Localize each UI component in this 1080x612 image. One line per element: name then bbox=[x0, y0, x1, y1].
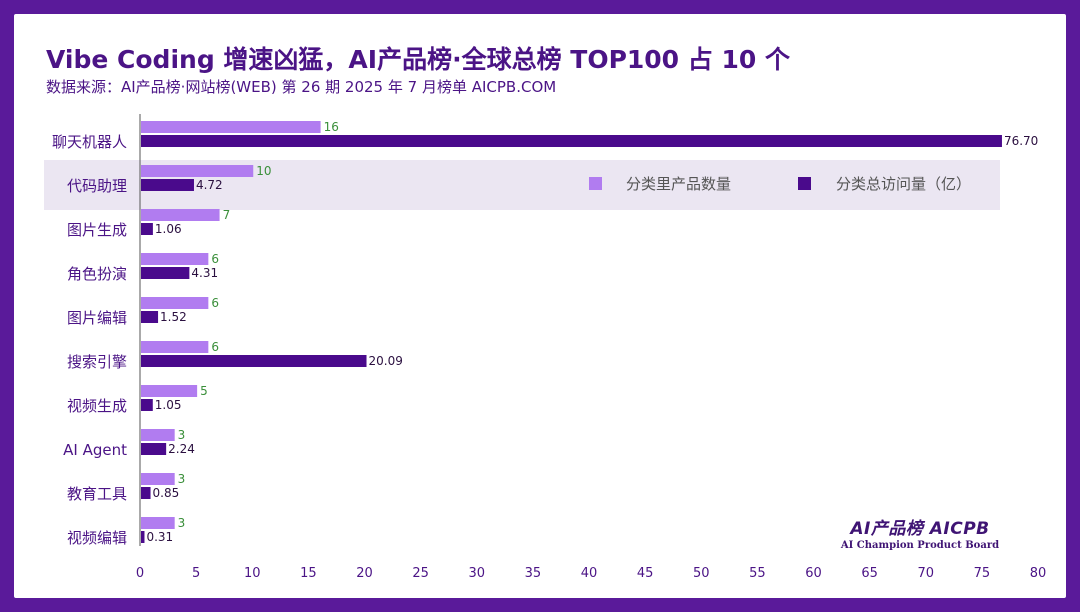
visits-value-label: 4.72 bbox=[196, 178, 223, 192]
count-value-label: 6 bbox=[211, 340, 219, 354]
x-tick-label: 5 bbox=[192, 566, 200, 581]
brand-tagline: AI Champion Product Board bbox=[840, 540, 1000, 551]
x-tick-label: 35 bbox=[525, 566, 542, 581]
category-label: 代码助理 bbox=[67, 177, 127, 195]
category-label: 搜索引擎 bbox=[67, 353, 127, 371]
category-label: 视频生成 bbox=[67, 397, 127, 415]
category-label: 聊天机器人 bbox=[52, 133, 127, 151]
legend-swatch-count bbox=[589, 177, 602, 190]
visits-value-label: 4.31 bbox=[191, 266, 218, 280]
count-bar bbox=[141, 253, 209, 265]
x-tick-label: 45 bbox=[637, 566, 654, 581]
count-value-label: 6 bbox=[211, 252, 219, 266]
visits-bar bbox=[141, 223, 153, 235]
visits-bar bbox=[141, 399, 153, 411]
visits-value-label: 0.31 bbox=[146, 530, 173, 544]
visits-bar bbox=[141, 135, 1002, 147]
category-label: 角色扮演 bbox=[67, 265, 127, 283]
x-tick-label: 30 bbox=[468, 566, 485, 581]
chart-card: Vibe Coding 增速凶猛，AI产品榜·全球总榜 TOP100 占 10 … bbox=[14, 14, 1066, 598]
x-tick-label: 20 bbox=[356, 566, 373, 581]
visits-value-label: 2.24 bbox=[168, 442, 195, 456]
x-tick-label: 0 bbox=[136, 566, 144, 581]
category-label: 视频编辑 bbox=[67, 529, 127, 547]
x-tick-label: 65 bbox=[861, 566, 878, 581]
count-bar bbox=[141, 297, 209, 309]
visits-bar bbox=[141, 443, 167, 455]
category-label: 图片编辑 bbox=[67, 309, 127, 327]
visits-bar bbox=[141, 355, 367, 367]
visits-bar bbox=[141, 311, 159, 323]
legend-label-visits: 分类总访问量（亿） bbox=[836, 175, 971, 193]
count-bar bbox=[141, 473, 175, 485]
x-tick-label: 55 bbox=[749, 566, 766, 581]
count-value-label: 6 bbox=[211, 296, 219, 310]
visits-bar bbox=[141, 267, 190, 279]
x-tick-label: 25 bbox=[412, 566, 429, 581]
legend-swatch-visits bbox=[798, 177, 811, 190]
chart-subtitle: 数据来源：AI产品榜·网站榜(WEB) 第 26 期 2025 年 7 月榜单 … bbox=[46, 78, 557, 96]
x-tick-label: 10 bbox=[244, 566, 261, 581]
count-value-label: 16 bbox=[324, 120, 339, 134]
x-tick-label: 75 bbox=[974, 566, 991, 581]
x-tick-label: 60 bbox=[805, 566, 822, 581]
brand-name: AI产品榜 AICPB bbox=[850, 519, 990, 539]
x-tick-label: 40 bbox=[581, 566, 598, 581]
count-bar bbox=[141, 517, 175, 529]
count-value-label: 3 bbox=[178, 428, 186, 442]
chart-title: Vibe Coding 增速凶猛，AI产品榜·全球总榜 TOP100 占 10 … bbox=[46, 45, 790, 74]
count-value-label: 10 bbox=[256, 164, 271, 178]
count-value-label: 7 bbox=[223, 208, 231, 222]
count-bar bbox=[141, 341, 209, 353]
visits-bar bbox=[141, 179, 194, 191]
visits-value-label: 20.09 bbox=[369, 354, 403, 368]
x-tick-label: 15 bbox=[300, 566, 317, 581]
category-label: 教育工具 bbox=[67, 485, 127, 503]
count-value-label: 5 bbox=[200, 384, 208, 398]
visits-value-label: 1.52 bbox=[160, 310, 187, 324]
brand-logo: AI产品榜 AICPB AI Champion Product Board bbox=[840, 514, 1000, 551]
category-label: AI Agent bbox=[63, 441, 127, 459]
visits-bar bbox=[141, 487, 151, 499]
count-value-label: 3 bbox=[178, 472, 186, 486]
count-value-label: 3 bbox=[178, 516, 186, 530]
category-label: 图片生成 bbox=[67, 221, 127, 239]
bar-chart: 0 5 10 15 20 25 30 35 40 45 50 55 60 65 70 75 80聊天机器人167… bbox=[44, 114, 1047, 581]
visits-value-label: 76.70 bbox=[1004, 134, 1038, 148]
visits-value-label: 0.85 bbox=[153, 486, 180, 500]
x-tick-label: 80 bbox=[1030, 566, 1047, 581]
visits-value-label: 1.05 bbox=[155, 398, 182, 412]
x-tick-label: 70 bbox=[917, 566, 934, 581]
legend-label-count: 分类里产品数量 bbox=[626, 175, 731, 193]
count-bar bbox=[141, 209, 220, 221]
count-bar bbox=[141, 165, 254, 177]
count-bar bbox=[141, 121, 321, 133]
count-bar bbox=[141, 385, 198, 397]
count-bar bbox=[141, 429, 175, 441]
visits-value-label: 1.06 bbox=[155, 222, 182, 236]
visits-bar bbox=[141, 531, 145, 543]
x-tick-label: 50 bbox=[693, 566, 710, 581]
